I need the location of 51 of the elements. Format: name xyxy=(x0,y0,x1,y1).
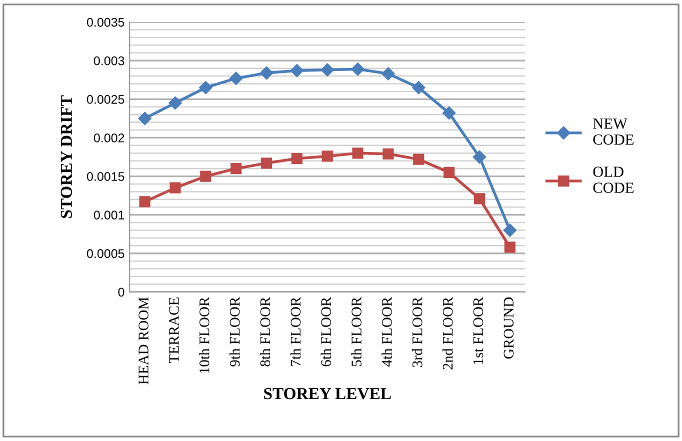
point xyxy=(351,62,364,76)
point xyxy=(229,72,243,85)
x-tick-label: 5th FLOOR xyxy=(351,296,362,366)
point xyxy=(168,96,182,110)
point xyxy=(260,66,274,80)
x-axis-title: STOREY LEVEL xyxy=(264,388,391,400)
point xyxy=(199,81,212,94)
x-tick-label: 2nd FLOOR xyxy=(442,296,453,370)
point xyxy=(472,150,486,164)
y-tick-label: 0.002 xyxy=(94,134,124,142)
point xyxy=(230,163,242,174)
legend-label: OLD CODE xyxy=(593,166,634,193)
y-axis-title: STOREY DRIFT xyxy=(60,95,72,218)
y-tick-label: 0.0025 xyxy=(86,94,124,104)
x-tick-label: HEAD ROOM xyxy=(138,297,148,384)
point xyxy=(504,242,516,253)
point xyxy=(352,148,364,159)
x-tick-label: 7th FLOOR xyxy=(290,296,301,366)
point xyxy=(320,63,334,76)
point xyxy=(170,182,181,194)
point xyxy=(200,170,212,182)
x-tick-label: 9th FLOOR xyxy=(229,296,240,366)
point xyxy=(260,158,272,169)
x-tick-label: 4th FLOOR xyxy=(382,296,392,367)
point xyxy=(291,152,302,164)
x-tick-label: TERRACE xyxy=(169,298,179,363)
point xyxy=(138,112,152,126)
point xyxy=(444,166,455,178)
y-tick-label: 0.0005 xyxy=(86,249,124,258)
point xyxy=(413,154,424,165)
x-tick-label: 10th FLOOR xyxy=(199,296,210,373)
y-tick-label: 0.003 xyxy=(94,56,124,66)
legend-label: NEW CODE xyxy=(593,118,634,145)
x-tick-label: GROUND xyxy=(504,297,514,359)
x-tick-label: 8th FLOOR xyxy=(260,296,270,366)
y-tick-label: 0.001 xyxy=(94,210,124,220)
x-tick-label: 1st FLOOR xyxy=(473,296,484,364)
point xyxy=(474,193,486,204)
point xyxy=(139,196,150,208)
y-tick-label: 0.0015 xyxy=(86,172,124,181)
x-tick-label: 3rd FLOOR xyxy=(412,296,422,367)
point xyxy=(412,81,426,94)
x-tick-label: 6th FLOOR xyxy=(320,296,332,366)
point xyxy=(382,148,394,160)
point xyxy=(382,67,395,80)
point xyxy=(503,224,517,237)
point xyxy=(322,150,333,162)
point xyxy=(442,106,456,120)
point xyxy=(290,64,304,78)
y-tick-label: 0 xyxy=(118,288,124,297)
y-tick-label: 0.0035 xyxy=(86,18,124,27)
